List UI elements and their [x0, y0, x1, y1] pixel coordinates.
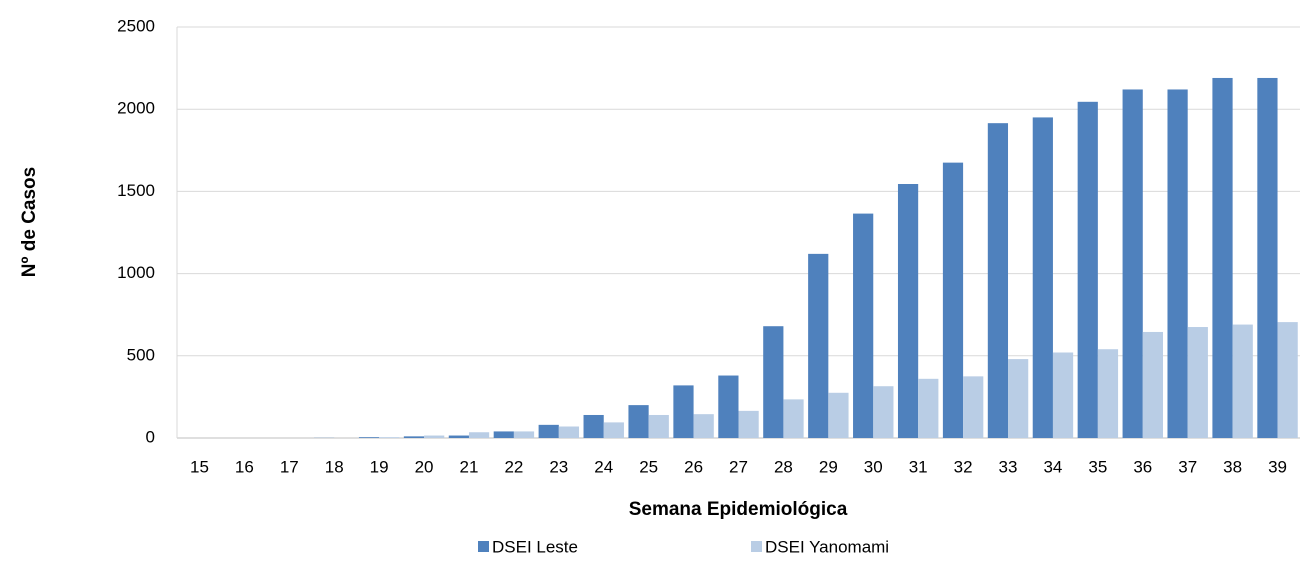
bar [403, 436, 425, 438]
x-tick-label: 33 [999, 457, 1018, 476]
bar [1167, 89, 1188, 439]
bar [693, 414, 714, 438]
x-tick-label: 36 [1133, 457, 1152, 476]
bar [558, 426, 580, 438]
y-tick-label: 2000 [117, 99, 155, 118]
x-tick-label: 28 [774, 457, 793, 476]
x-tick-label: 19 [370, 457, 389, 476]
x-axis-title: Semana Epidemiológica [629, 499, 848, 520]
bar [1077, 101, 1098, 438]
bar [897, 184, 919, 438]
bar [1142, 331, 1163, 438]
y-tick-label: 2500 [117, 16, 155, 35]
x-tick-label: 25 [639, 457, 658, 476]
legend-swatch [751, 541, 762, 552]
x-tick-label: 37 [1178, 457, 1197, 476]
x-tick-label: 35 [1088, 457, 1107, 476]
x-tick-label: 26 [684, 457, 703, 476]
bar [783, 399, 804, 438]
bar [1008, 359, 1029, 438]
bar [468, 432, 490, 438]
legend-swatch [478, 541, 489, 552]
bar [1032, 117, 1053, 439]
bar [918, 378, 939, 438]
bar [942, 162, 964, 438]
bar [513, 431, 535, 438]
bar [808, 253, 829, 438]
x-tick-label: 23 [549, 457, 568, 476]
x-tick-label: 31 [909, 457, 928, 476]
bar [424, 435, 445, 438]
bar [583, 414, 604, 438]
bar [828, 392, 849, 438]
bar [1232, 324, 1253, 438]
bar [1257, 77, 1278, 439]
bar [1187, 327, 1208, 438]
bar [1097, 349, 1119, 438]
x-tick-label: 24 [594, 457, 613, 476]
x-tick-label: 34 [1043, 457, 1062, 476]
x-tick-label: 18 [325, 457, 344, 476]
bar [603, 422, 624, 438]
bar [1212, 77, 1233, 439]
y-tick-label: 500 [127, 345, 155, 364]
x-tick-label: 38 [1223, 457, 1242, 476]
x-tick-label: 20 [415, 457, 434, 476]
bar [358, 437, 380, 438]
x-tick-label: 17 [280, 457, 299, 476]
x-tick-label: 32 [954, 457, 973, 476]
x-tick-label: 15 [190, 457, 209, 476]
y-axis-title: Nº de Casos [19, 167, 40, 277]
y-tick-label: 1000 [117, 263, 155, 282]
bar [1277, 322, 1298, 438]
bar [987, 123, 1009, 438]
bar [673, 385, 694, 438]
bar [538, 424, 559, 438]
legend-label: DSEI Yanomami [765, 537, 889, 556]
legend-label: DSEI Leste [492, 537, 578, 556]
y-tick-label: 1500 [117, 181, 155, 200]
bar [738, 410, 759, 438]
x-tick-label: 16 [235, 457, 254, 476]
bar [493, 431, 514, 438]
x-tick-label: 27 [729, 457, 748, 476]
x-tick-label: 30 [864, 457, 883, 476]
bar [628, 405, 649, 438]
bar [379, 437, 400, 438]
bar [648, 414, 669, 438]
x-tick-label: 22 [504, 457, 523, 476]
y-tick-label: 0 [146, 427, 155, 446]
bar [1052, 352, 1074, 438]
bar [873, 386, 894, 438]
bar [763, 326, 784, 438]
x-tick-label: 39 [1268, 457, 1287, 476]
bar [963, 376, 984, 438]
bar [448, 435, 469, 438]
bar [1122, 89, 1143, 439]
bar [853, 213, 874, 438]
x-tick-label: 29 [819, 457, 838, 476]
x-tick-label: 21 [460, 457, 479, 476]
bar [718, 375, 739, 438]
